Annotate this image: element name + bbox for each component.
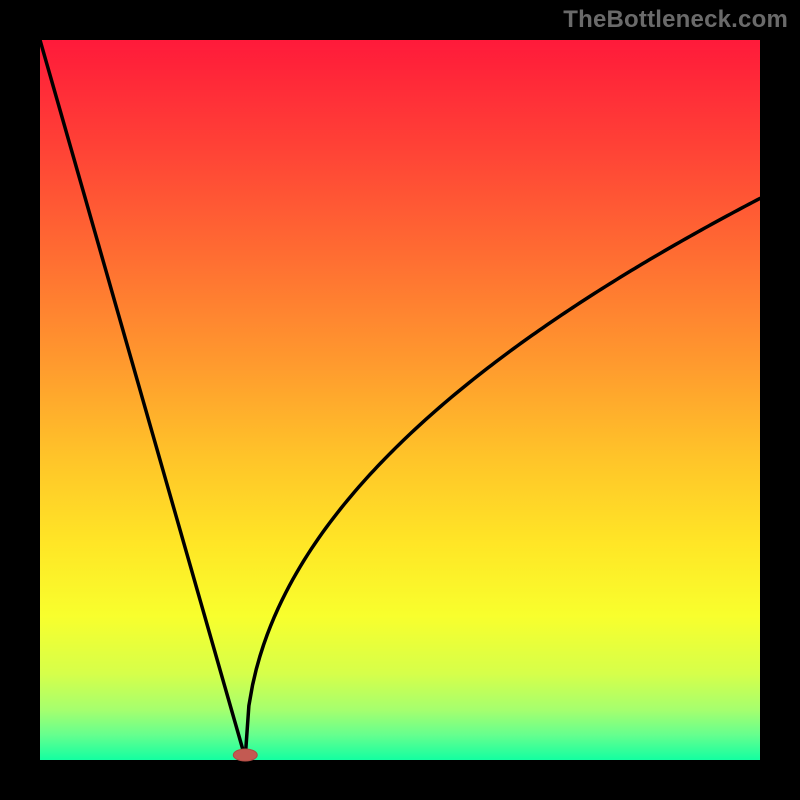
chart-frame: TheBottleneck.com [0,0,800,800]
plot-area [40,40,760,760]
bottleneck-curve [40,40,760,760]
watermark-text: TheBottleneck.com [563,6,788,34]
